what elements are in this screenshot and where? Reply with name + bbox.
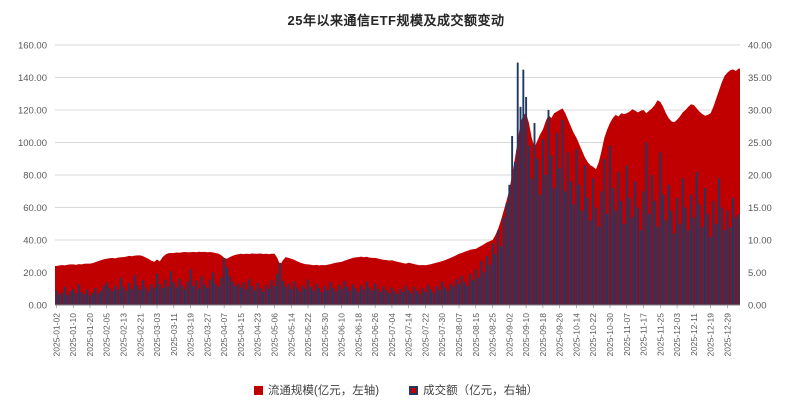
svg-text:40.00: 40.00 xyxy=(748,41,772,52)
svg-text:100.00: 100.00 xyxy=(18,138,47,149)
svg-text:2025-07-04: 2025-07-04 xyxy=(387,313,397,357)
svg-text:0.00: 0.00 xyxy=(748,301,767,312)
svg-text:35.00: 35.00 xyxy=(748,73,772,84)
svg-text:2025-06-26: 2025-06-26 xyxy=(370,313,380,357)
svg-text:2025-09-02: 2025-09-02 xyxy=(504,313,514,357)
svg-text:80.00: 80.00 xyxy=(23,171,47,182)
svg-text:2025-12-11: 2025-12-11 xyxy=(689,313,699,356)
svg-text:2025-03-11: 2025-03-11 xyxy=(169,313,179,356)
svg-text:140.00: 140.00 xyxy=(18,73,47,84)
svg-text:2025-05-22: 2025-05-22 xyxy=(303,313,313,357)
chart-title: 25年以来通信ETF规模及成交额变动 xyxy=(287,13,505,28)
svg-text:2025-02-21: 2025-02-21 xyxy=(135,313,145,357)
svg-text:2025-02-05: 2025-02-05 xyxy=(102,313,112,357)
svg-text:2025-07-30: 2025-07-30 xyxy=(437,313,447,357)
svg-text:20.00: 20.00 xyxy=(23,268,47,279)
svg-text:2025-10-22: 2025-10-22 xyxy=(588,313,598,357)
svg-text:30.00: 30.00 xyxy=(748,106,772,117)
svg-text:2025-11-17: 2025-11-17 xyxy=(639,313,649,356)
svg-text:20.00: 20.00 xyxy=(748,171,772,182)
svg-text:60.00: 60.00 xyxy=(23,203,47,214)
svg-text:0.00: 0.00 xyxy=(29,301,48,312)
svg-text:2025-07-22: 2025-07-22 xyxy=(420,313,430,357)
svg-text:2025-08-15: 2025-08-15 xyxy=(471,313,481,357)
svg-text:2025-03-03: 2025-03-03 xyxy=(152,313,162,357)
svg-text:2025-12-19: 2025-12-19 xyxy=(706,313,716,357)
svg-text:2025-08-07: 2025-08-07 xyxy=(454,313,464,357)
svg-text:2025-03-19: 2025-03-19 xyxy=(186,313,196,357)
svg-text:2025-12-29: 2025-12-29 xyxy=(722,313,732,357)
svg-text:2025-04-07: 2025-04-07 xyxy=(219,313,229,357)
svg-text:2025-05-14: 2025-05-14 xyxy=(286,313,296,357)
svg-text:2025-01-02: 2025-01-02 xyxy=(51,313,61,357)
svg-text:2025-11-25: 2025-11-25 xyxy=(655,313,665,356)
svg-text:40.00: 40.00 xyxy=(23,236,47,247)
svg-text:2025-04-15: 2025-04-15 xyxy=(236,313,246,357)
svg-text:2025-05-30: 2025-05-30 xyxy=(320,313,330,357)
svg-text:2025-03-27: 2025-03-27 xyxy=(202,313,212,357)
svg-text:2025-04-23: 2025-04-23 xyxy=(253,313,263,357)
svg-text:160.00: 160.00 xyxy=(18,41,47,52)
svg-text:2025-12-03: 2025-12-03 xyxy=(672,313,682,357)
svg-text:2025-10-14: 2025-10-14 xyxy=(571,313,581,357)
area-series-marker-icon xyxy=(253,385,263,395)
svg-text:2025-06-10: 2025-06-10 xyxy=(337,313,347,357)
bar-series-marker-icon xyxy=(409,385,419,395)
svg-text:2025-06-18: 2025-06-18 xyxy=(353,313,363,357)
svg-text:2025-11-07: 2025-11-07 xyxy=(622,313,632,356)
svg-text:2025-01-10: 2025-01-10 xyxy=(68,313,78,357)
legend: 流通规模(亿元，左轴) 成交额（亿元，右轴） xyxy=(0,382,792,398)
svg-text:2025-01-20: 2025-01-20 xyxy=(85,313,95,357)
svg-text:2025-02-13: 2025-02-13 xyxy=(119,313,129,357)
svg-text:25.00: 25.00 xyxy=(748,138,772,149)
svg-text:120.00: 120.00 xyxy=(18,106,47,117)
svg-text:2025-10-30: 2025-10-30 xyxy=(605,313,615,357)
legend-label-turnover: 成交额（亿元，右轴） xyxy=(423,385,539,397)
legend-item-scale: 流通规模(亿元，左轴) xyxy=(253,382,380,398)
svg-text:5.00: 5.00 xyxy=(748,268,767,279)
svg-text:2025-08-25: 2025-08-25 xyxy=(488,313,498,357)
legend-item-turnover: 成交额（亿元，右轴） xyxy=(409,382,538,398)
svg-text:10.00: 10.00 xyxy=(748,236,772,247)
svg-text:2025-09-26: 2025-09-26 xyxy=(555,313,565,357)
svg-text:2025-05-06: 2025-05-06 xyxy=(269,313,279,357)
legend-label-scale: 流通规模(亿元，左轴) xyxy=(267,385,380,397)
svg-text:2025-07-14: 2025-07-14 xyxy=(404,313,414,357)
svg-text:2025-09-10: 2025-09-10 xyxy=(521,313,531,357)
svg-text:15.00: 15.00 xyxy=(748,203,772,214)
svg-text:2025-09-18: 2025-09-18 xyxy=(538,313,548,357)
